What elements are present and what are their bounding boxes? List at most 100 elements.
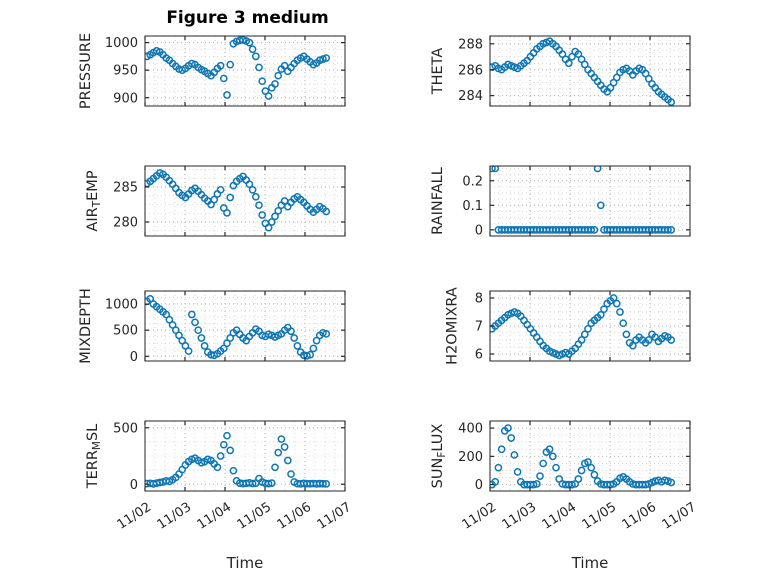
data-point-marker	[622, 330, 631, 339]
data-point-marker	[616, 308, 624, 316]
scatter-points	[145, 431, 331, 488]
y-tick-label: 500	[113, 324, 138, 339]
data-point-marker	[274, 206, 283, 215]
axes-box	[489, 35, 691, 107]
x-tick-label: 11/05	[235, 500, 275, 533]
tick-marks	[489, 421, 691, 491]
data-point-marker	[216, 452, 225, 460]
y-tick-label: 288	[458, 37, 483, 52]
data-point-marker	[264, 223, 273, 232]
tick-marks	[144, 166, 346, 236]
scatter-points	[145, 36, 331, 100]
y-axis-label: MIXDEPTH	[78, 288, 94, 364]
data-point-marker	[577, 336, 586, 344]
x-tick-label: 11/05	[580, 500, 620, 533]
data-point-marker	[258, 211, 267, 219]
data-point-marker	[507, 434, 516, 442]
x-tick-label: 11/06	[275, 500, 315, 533]
y-tick-label: 900	[113, 91, 138, 106]
data-point-marker	[536, 472, 544, 480]
data-point-marker	[226, 193, 235, 202]
data-point-marker	[322, 329, 331, 338]
data-point-marker	[274, 448, 283, 457]
y-tick-label: 500	[113, 421, 138, 436]
data-point-marker	[644, 336, 653, 344]
data-point-marker	[293, 342, 302, 350]
data-point-marker	[283, 456, 292, 465]
scatter-points	[145, 294, 331, 360]
subplot-pressure: 900 950 1000 PRESSURE	[78, 33, 346, 109]
scatter-points	[145, 169, 331, 232]
tick-marks	[144, 36, 346, 106]
axes-box	[489, 165, 691, 237]
data-point-marker	[219, 74, 228, 83]
y-tick-label: 0.2	[462, 174, 483, 189]
y-axis-label: AIRTEMP	[85, 170, 103, 231]
data-point-marker	[532, 480, 541, 488]
data-point-marker	[319, 479, 327, 488]
data-point-marker	[664, 226, 672, 234]
data-point-marker	[223, 91, 231, 99]
y-tick-label: 284	[458, 89, 483, 104]
data-point-marker	[491, 477, 500, 486]
data-point-marker	[609, 294, 618, 302]
y-tick-label: 0	[130, 478, 138, 493]
axes-box	[144, 35, 346, 107]
data-point-marker	[574, 475, 583, 483]
scatter-points	[490, 294, 676, 360]
y-tick-label: 0	[475, 478, 483, 493]
plot-background	[145, 36, 345, 106]
data-point-marker	[200, 342, 209, 350]
data-point-marker	[223, 431, 231, 440]
data-point-marker	[593, 166, 602, 173]
data-point-marker	[596, 201, 605, 210]
x-axis-label: Time	[571, 554, 609, 572]
data-point-marker	[587, 463, 596, 472]
x-tick-label: 11/07	[315, 500, 355, 533]
tick-marks	[144, 291, 346, 361]
tick-marks	[489, 166, 691, 236]
data-point-marker	[322, 54, 331, 62]
subplot-sun-flux: 0 200 400 SUNFLUX 11/02 11/03 11/04 11/05 11/06 1…	[430, 420, 699, 572]
data-point-marker	[219, 440, 228, 449]
x-tick-label: 11/02	[460, 500, 500, 533]
data-point-marker	[248, 185, 257, 194]
data-point-marker	[552, 463, 560, 472]
axes-box	[144, 420, 346, 492]
data-point-marker	[497, 445, 506, 454]
data-point-marker	[264, 479, 273, 488]
data-point-marker	[568, 480, 576, 489]
data-point-marker	[267, 479, 276, 487]
data-point-marker	[309, 344, 318, 353]
data-point-marker	[612, 299, 621, 308]
data-point-marker	[667, 98, 676, 106]
data-point-marker	[194, 326, 203, 335]
data-point-marker	[600, 305, 608, 314]
data-point-marker	[258, 77, 267, 86]
data-point-marker	[539, 459, 548, 468]
data-point-marker	[216, 185, 225, 194]
y-tick-label: 1000	[105, 36, 138, 51]
y-tick-label: 7	[475, 320, 483, 335]
data-point-marker	[306, 350, 315, 359]
data-point-marker	[491, 166, 500, 173]
data-point-marker	[577, 466, 586, 475]
subplot-theta: 284 286 288 THETA	[430, 35, 691, 107]
y-tick-label: 950	[113, 64, 138, 79]
data-point-marker	[226, 60, 235, 69]
data-point-marker	[564, 59, 573, 68]
y-tick-label: 0	[475, 223, 483, 238]
y-axis-label: H2OMIXRA	[445, 287, 461, 365]
data-point-marker	[287, 470, 295, 478]
data-point-marker	[287, 327, 295, 336]
data-point-marker	[628, 341, 637, 350]
data-point-marker	[248, 45, 257, 54]
data-point-marker	[494, 463, 503, 472]
scatter-points	[490, 424, 676, 489]
grid-lines	[145, 421, 345, 491]
data-point-marker	[271, 212, 279, 221]
data-point-marker	[322, 480, 331, 488]
y-tick-label: 0.1	[462, 199, 483, 214]
data-point-marker	[226, 446, 235, 455]
data-point-marker	[248, 479, 257, 488]
